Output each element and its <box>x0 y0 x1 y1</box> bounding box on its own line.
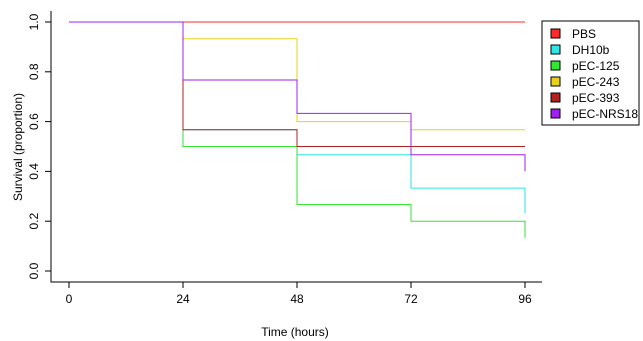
legend-swatch <box>550 44 561 55</box>
legend-swatch <box>550 28 561 39</box>
x-tick-label: 96 <box>518 292 532 306</box>
legend-label-dh10b: DH10b <box>572 43 610 57</box>
y-axis-title: Survival (proportion) <box>11 93 25 201</box>
y-tick-label: 0.8 <box>27 63 41 80</box>
legend-label-pec-nrs18: pEC-NRS18 <box>572 107 638 121</box>
legend-swatch <box>550 60 561 71</box>
legend-swatch <box>550 92 561 103</box>
x-tick-label: 0 <box>66 292 73 306</box>
x-tick-label: 24 <box>176 292 190 306</box>
legend-swatch <box>550 76 561 87</box>
legend-label-pbs: PBS <box>572 27 596 41</box>
y-tick-label: 0.0 <box>27 262 41 279</box>
series-line-pec-nrs18 <box>69 21 526 172</box>
y-tick-label: 0.2 <box>27 213 41 230</box>
x-axis-title: Time (hours) <box>261 325 329 339</box>
y-tick-label: 0.4 <box>27 163 41 180</box>
y-tick-label: 1.0 <box>27 13 41 30</box>
x-tick-label: 48 <box>290 292 304 306</box>
plot-area <box>50 11 542 283</box>
axes-layer: 0.0 0.2 0.4 0.6 0.8 1.0 0 24 48 72 96 <box>27 13 532 306</box>
plot-frame <box>50 11 542 283</box>
y-tick-label: 0.6 <box>27 113 41 130</box>
series-layer <box>69 21 526 238</box>
legend: PBS DH10b pEC-125 pEC-243 pEC-393 pEC-NRS18 <box>541 20 640 126</box>
x-tick-label: 72 <box>404 292 418 306</box>
legend-label-pec-125: pEC-125 <box>572 59 620 73</box>
legend-label-pec-393: pEC-393 <box>572 91 620 105</box>
legend-label-pec-243: pEC-243 <box>572 75 620 89</box>
legend-swatch <box>550 108 561 119</box>
